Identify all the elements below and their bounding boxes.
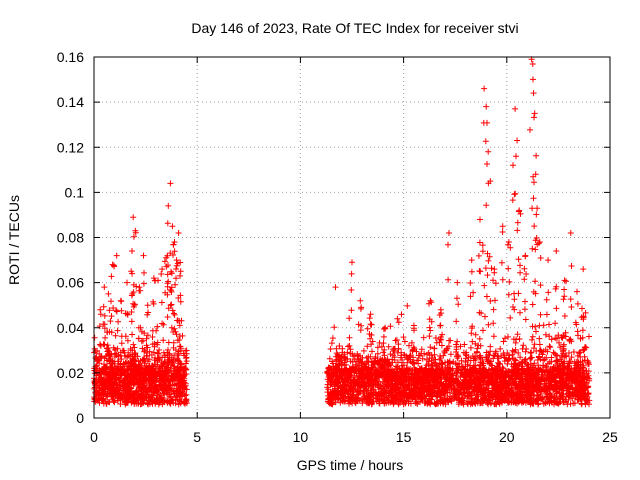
y-axis-ticks: 0 0.02 0.04 0.06 0.08 0.1 0.12 0.14 0.16 xyxy=(57,49,610,426)
y-tick-label: 0.14 xyxy=(57,94,84,110)
x-tick-label: 0 xyxy=(90,429,98,445)
x-axis-ticks: 0 5 10 15 20 25 xyxy=(90,57,618,445)
y-tick-label: 0.12 xyxy=(57,139,84,155)
y-tick-label: 0.02 xyxy=(57,365,84,381)
data-points xyxy=(91,56,593,408)
x-tick-label: 20 xyxy=(499,429,515,445)
y-axis-label: ROTI / TECUs xyxy=(6,195,22,285)
x-tick-label: 25 xyxy=(602,429,618,445)
chart-title: Day 146 of 2023, Rate Of TEC Index for r… xyxy=(191,20,518,36)
y-tick-label: 0.06 xyxy=(57,275,84,291)
y-tick-label: 0.1 xyxy=(65,184,85,200)
x-tick-label: 5 xyxy=(193,429,201,445)
x-tick-label: 10 xyxy=(293,429,309,445)
x-tick-label: 15 xyxy=(396,429,412,445)
roti-markers xyxy=(91,56,593,408)
y-tick-label: 0.08 xyxy=(57,230,84,246)
y-tick-label: 0.04 xyxy=(57,320,84,336)
y-tick-label: 0.16 xyxy=(57,49,84,65)
x-axis-label: GPS time / hours xyxy=(297,457,404,473)
y-tick-label: 0 xyxy=(76,410,84,426)
